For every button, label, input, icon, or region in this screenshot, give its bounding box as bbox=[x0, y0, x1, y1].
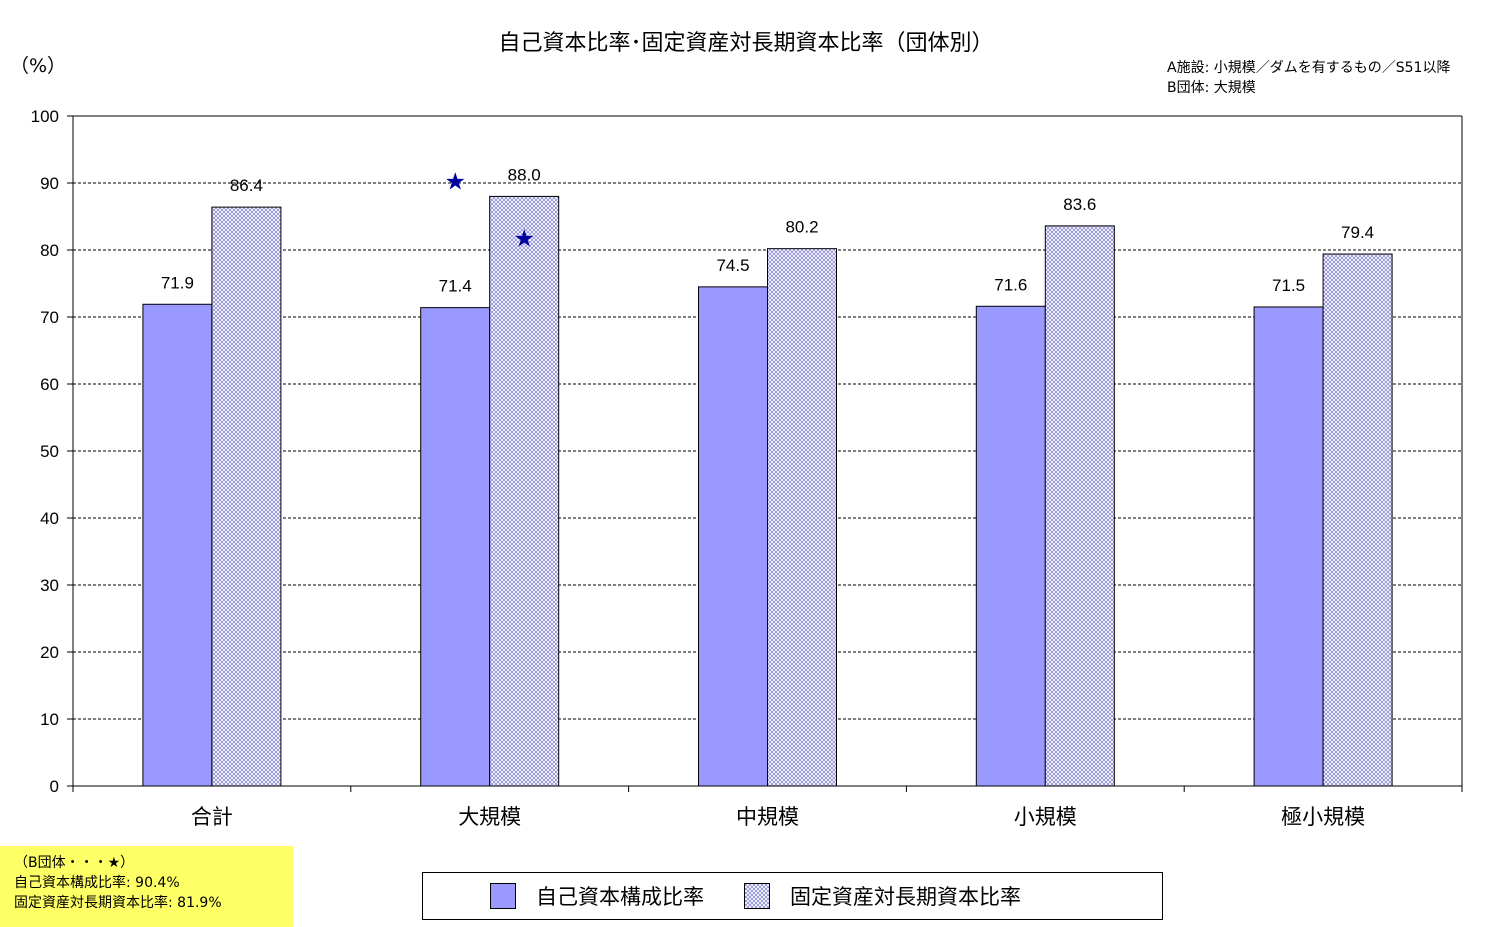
b-group-footnote: （B団体・・・★） 自己資本構成比率: 90.4% 固定資産対長期資本比率: 8… bbox=[0, 846, 293, 927]
data-label: 80.2 bbox=[785, 218, 818, 237]
category-label: 小規模 bbox=[1014, 805, 1077, 829]
category-label: 合計 bbox=[191, 805, 233, 829]
y-axis-unit-label: （%） bbox=[10, 55, 66, 77]
legend-label-equity: 自己資本構成比率 bbox=[536, 885, 704, 909]
y-tick-label: 10 bbox=[40, 710, 59, 729]
legend-swatch-hatched bbox=[744, 883, 770, 909]
data-label: 71.5 bbox=[1272, 276, 1305, 295]
bar-equity bbox=[420, 307, 491, 787]
footnote-equity-ratio: 自己資本構成比率: 90.4% bbox=[14, 875, 180, 891]
legend-swatch-solid bbox=[490, 883, 516, 909]
footnote-heading: （B団体・・・★） bbox=[14, 855, 135, 871]
y-tick-label: 70 bbox=[40, 308, 59, 327]
bar-fixed-asset bbox=[211, 206, 282, 787]
y-tick-label: 100 bbox=[31, 107, 59, 126]
bar-fixed-asset bbox=[1322, 253, 1393, 787]
star-marker: ★ bbox=[444, 167, 466, 195]
category-label: 中規模 bbox=[736, 805, 799, 829]
star-marker: ★ bbox=[513, 224, 535, 252]
category-label: 大規模 bbox=[458, 805, 521, 829]
data-label: 88.0 bbox=[508, 165, 541, 184]
bar-equity bbox=[698, 286, 768, 787]
y-tick-label: 20 bbox=[40, 643, 59, 662]
bar-equity bbox=[1253, 306, 1324, 787]
data-label: 86.4 bbox=[230, 176, 263, 195]
note-b-group: B団体: 大規模 bbox=[1167, 80, 1256, 96]
chart-legend: 自己資本構成比率 固定資産対長期資本比率 bbox=[422, 872, 1163, 920]
bar-fixed-asset bbox=[489, 195, 560, 787]
y-tick-label: 0 bbox=[50, 777, 59, 796]
data-label: 71.4 bbox=[439, 277, 472, 296]
category-label: 極小規模 bbox=[1281, 805, 1365, 829]
bar-fixed-asset bbox=[1044, 225, 1115, 787]
note-a-facility: A施設: 小規模／ダムを有するもの／S51以降 bbox=[1167, 60, 1450, 76]
y-tick-label: 60 bbox=[40, 375, 59, 394]
y-tick-label: 90 bbox=[40, 174, 59, 193]
chart-title: 自己資本比率･固定資産対長期資本比率（団体別） bbox=[498, 31, 993, 56]
y-tick-label: 80 bbox=[40, 241, 59, 260]
bar-equity bbox=[975, 305, 1046, 787]
bar-fixed-asset bbox=[767, 248, 837, 787]
data-label: 71.6 bbox=[994, 275, 1027, 294]
legend-item-equity: 自己資本構成比率 bbox=[490, 881, 704, 911]
y-tick-label: 30 bbox=[40, 576, 59, 595]
bar-equity bbox=[142, 303, 213, 787]
legend-label-fixed-asset: 固定資産対長期資本比率 bbox=[790, 885, 1021, 909]
footnote-fixed-asset-ratio: 固定資産対長期資本比率: 81.9% bbox=[14, 895, 222, 911]
y-tick-label: 50 bbox=[40, 442, 59, 461]
data-label: 79.4 bbox=[1341, 223, 1374, 242]
y-tick-label: 40 bbox=[40, 509, 59, 528]
legend-item-fixed-asset: 固定資産対長期資本比率 bbox=[744, 881, 1021, 911]
data-label: 74.5 bbox=[716, 256, 749, 275]
data-label: 83.6 bbox=[1063, 195, 1096, 214]
data-label: 71.9 bbox=[161, 273, 194, 292]
